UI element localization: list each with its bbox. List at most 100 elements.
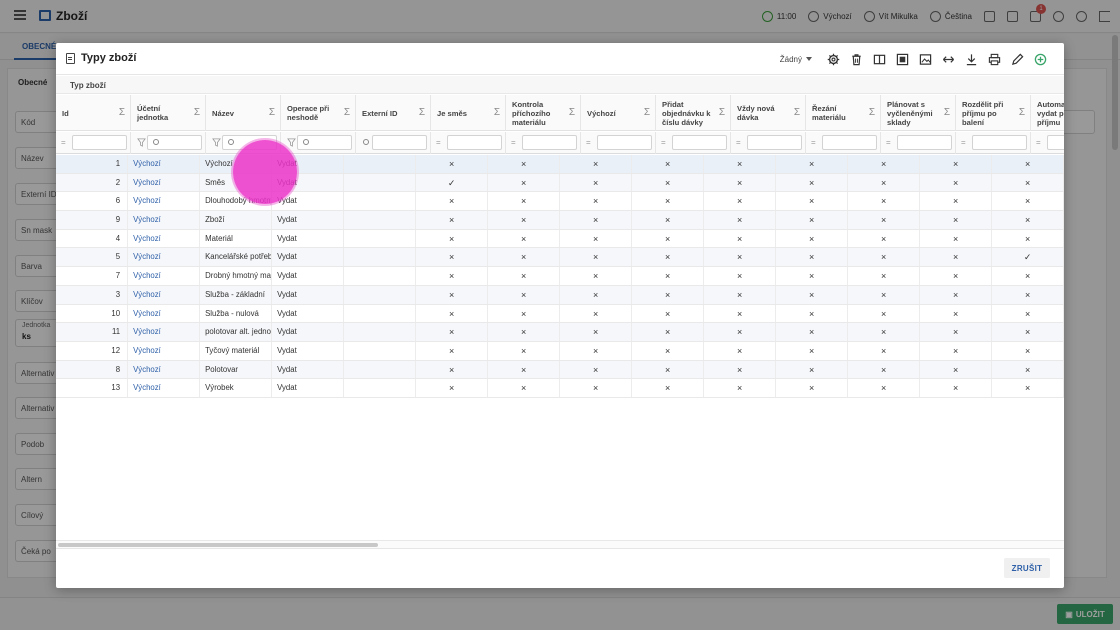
image-view-button[interactable] [914,49,937,69]
column-header[interactable]: Vždy nová dávka Σ [731,95,806,131]
column-header[interactable]: Účetní jednotka Σ [131,95,206,131]
table-row[interactable]: 6 Výchozí Dlouhodobý hmotný Vydat × × × × × × × × × [56,192,1064,212]
column-header[interactable]: Id Σ [56,95,131,131]
filter-input[interactable] [747,135,802,150]
user-menu[interactable]: Vít Mikulka [863,11,918,22]
equals-icon[interactable]: = [661,138,666,147]
filter-input[interactable] [597,135,652,150]
cell-unit-link[interactable]: Výchozí [128,285,201,304]
sigma-icon[interactable]: Σ [643,107,650,118]
equals-icon[interactable]: = [886,138,891,147]
edit-button[interactable] [1006,49,1029,69]
filter-input[interactable] [1047,135,1064,150]
cancel-button[interactable]: ZRUŠIT [1004,558,1050,578]
save-button[interactable]: ▣ ULOŽIT [1057,604,1113,624]
equals-icon[interactable]: = [586,138,591,147]
column-header[interactable]: Kontrola příchozího materiálu Σ [506,95,581,131]
cell-unit-link[interactable]: Výchozí [128,211,201,229]
scrollbar-thumb[interactable] [58,543,378,547]
currency-selector[interactable]: Výchozí [808,11,852,22]
sigma-icon[interactable]: Σ [568,107,575,118]
filter-funnel-icon[interactable] [287,138,296,147]
filter-input[interactable] [897,135,952,150]
cell-unit-link[interactable]: Výchozí [128,248,201,267]
page-scrollbar[interactable] [1112,35,1118,150]
sigma-icon[interactable]: Σ [793,107,800,118]
filter-input[interactable] [972,135,1027,150]
filter-funnel-icon[interactable] [137,138,146,147]
view-dropdown[interactable]: Žádný [780,55,812,64]
fit-width-button[interactable] [937,49,960,69]
column-header[interactable]: Operace při neshodě Σ [281,95,356,131]
cell-unit-link[interactable]: Výchozí [128,155,201,173]
filter-input[interactable] [672,135,727,150]
sigma-icon[interactable]: Σ [343,107,350,118]
equals-icon[interactable]: = [961,138,966,147]
column-header[interactable]: Je směs Σ [431,95,506,131]
equals-icon[interactable]: = [436,138,441,147]
tab-general[interactable]: OBECNÉ [22,42,57,51]
sigma-icon[interactable]: Σ [268,107,275,118]
cell-unit-link[interactable]: Výchozí [128,229,201,248]
cell-unit-link[interactable]: Výchozí [128,360,201,379]
settings-button[interactable] [822,49,845,69]
filter-input[interactable] [822,135,877,150]
filter-funnel-icon[interactable] [212,138,221,147]
cell-unit-link[interactable]: Výchozí [128,341,201,360]
cell-unit-link[interactable]: Výchozí [128,267,201,285]
table-row[interactable]: 8 Výchozí Polotovar Vydat × × × × × × × × × [56,360,1064,380]
menu-icon[interactable] [14,10,26,20]
sigma-icon[interactable]: Σ [868,107,875,118]
cell-unit-link[interactable]: Výchozí [128,192,201,211]
filter-input[interactable] [147,135,202,150]
filter-input[interactable] [297,135,352,150]
column-header[interactable]: Rozdělit při příjmu po balení Σ [956,95,1031,131]
sigma-icon[interactable]: Σ [943,107,950,118]
table-row[interactable]: 4 Výchozí Materiál Vydat × × × × × × × × × [56,229,1064,249]
sigma-icon[interactable]: Σ [718,107,725,118]
language-selector[interactable]: Čeština [929,11,972,22]
cell-unit-link[interactable]: Výchozí [128,323,201,341]
equals-icon[interactable]: = [511,138,516,147]
gift-button[interactable] [1007,11,1018,22]
table-row[interactable]: 2VýchozíSměsVydat✓×××××××× [56,173,1064,193]
columns-button[interactable] [868,49,891,69]
filter-input[interactable] [72,135,127,150]
sigma-icon[interactable]: Σ [418,107,425,118]
equals-icon[interactable]: = [811,138,816,147]
time-indicator[interactable]: 11:00 [761,11,796,22]
equals-icon[interactable]: = [1036,138,1041,147]
table-row[interactable]: 3 Výchozí Služba - základní Vydat × × × × × × × × × [56,285,1064,305]
column-header[interactable]: Externí ID Σ [356,95,431,131]
table-row[interactable]: 9 Výchozí Zboží Vydat × × × × × × × × × [56,211,1064,230]
equals-icon[interactable]: = [736,138,741,147]
sigma-icon[interactable]: Σ [193,107,200,118]
sigma-icon[interactable]: Σ [493,107,500,118]
column-header[interactable]: Název Σ [206,95,281,131]
help-button[interactable] [1053,11,1064,22]
table-row[interactable]: 12 Výchozí Tyčový materiál Vydat × × × × × × × × × [56,341,1064,361]
filter-input[interactable] [522,135,577,150]
notifications-button[interactable]: 1 [1030,4,1046,22]
filter-input[interactable] [447,135,502,150]
filter-input[interactable] [372,135,427,150]
table-row[interactable]: 1VýchozíVýchozíVydat××××××××× [56,155,1064,174]
table-row[interactable]: 10 Výchozí Služba - nulová Vydat × × × × × × × × × [56,304,1064,324]
shortcut-button[interactable] [984,11,995,22]
column-header[interactable]: Výchozí Σ [581,95,656,131]
logout-button[interactable] [1099,11,1110,22]
sigma-icon[interactable]: Σ [1018,107,1025,118]
cell-unit-link[interactable]: Výchozí [128,173,201,192]
table-row[interactable]: 5 Výchozí Kancelářské potřeby Vydat × × × × × × × ×… [56,248,1064,268]
table-row[interactable]: 13 Výchozí Výrobek Vydat × × × × × × × × × [56,379,1064,398]
column-header[interactable]: Plánovat s vyčleněnými sklady Σ [881,95,956,131]
column-header[interactable]: Automaticky vydat po příjmuΣ [1031,95,1064,131]
cell-unit-link[interactable]: Výchozí [128,379,201,397]
cell-unit-link[interactable]: Výchozí [128,304,201,323]
print-button[interactable] [983,49,1006,69]
delete-button[interactable] [845,49,868,69]
add-button[interactable] [1029,49,1052,69]
column-header[interactable]: Přidat objednávku k číslu dávky Σ [656,95,731,131]
